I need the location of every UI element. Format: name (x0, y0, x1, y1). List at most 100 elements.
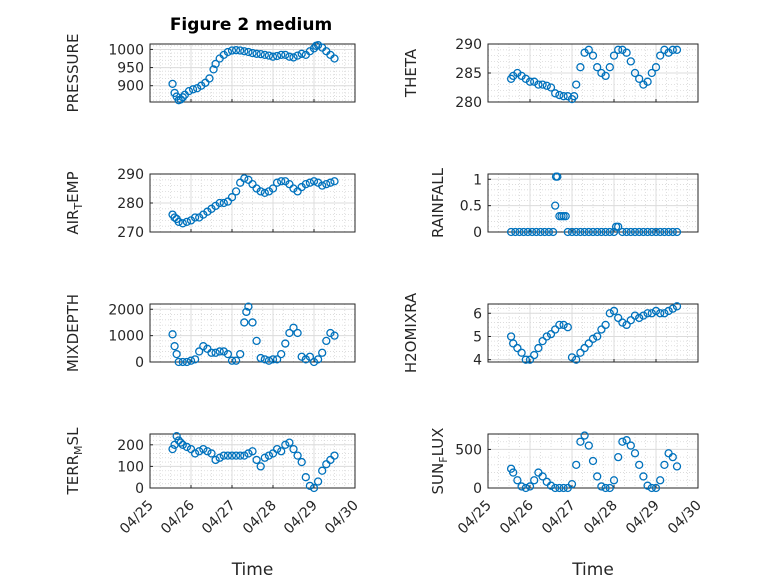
h2omixra-data-point (651, 306, 661, 316)
air_temp-data-point (170, 213, 179, 222)
sun_flux-data-point (605, 483, 614, 493)
rainfall-data-point (601, 227, 610, 237)
terr_msl-data-point (223, 451, 233, 460)
h2omixra-data-point (609, 306, 619, 316)
air_temp-data-point (260, 188, 269, 198)
terr_msl-data-point (182, 442, 192, 452)
sun_flux-data-point (593, 472, 602, 481)
pressure-data-point (227, 46, 237, 55)
rainfall-ytick-label: 1 (473, 172, 482, 188)
terr_msl-data-point (289, 444, 298, 454)
sun_flux-xtick-label: 04/29 (623, 498, 663, 538)
pressure-data-point (209, 65, 218, 74)
theta-data-point (542, 81, 551, 90)
sun_flux-data-point (546, 481, 556, 490)
terr_msl-axes-box (149, 433, 356, 489)
theta-ylabel: THETA (402, 48, 420, 98)
rainfall-data-point (618, 227, 627, 237)
mixdepth-data-point (289, 323, 298, 332)
air_temp-data-point (318, 181, 327, 190)
sun_flux-xtick-label: 04/27 (539, 498, 579, 538)
rainfall-data-point (635, 227, 644, 237)
mixdepth-data-point (170, 342, 179, 351)
mixdepth-data-point (174, 357, 183, 367)
terr_msl-data-point (236, 451, 245, 460)
rainfall-data-point (588, 227, 598, 237)
theta-data-point (651, 63, 661, 72)
sun_flux-data-point (542, 477, 551, 486)
rainfall-axes-box (487, 173, 699, 233)
terr_msl-data-point (252, 455, 261, 465)
sun_flux-data-point (588, 456, 598, 466)
sun_flux-xlabel: Time (571, 560, 614, 580)
mixdepth-data-point (178, 357, 187, 367)
sun_flux-data-point (521, 483, 530, 493)
sun_flux-data-point (609, 476, 619, 485)
rainfall-ytick-label: 0 (473, 225, 482, 241)
h2omixra-data-point (555, 320, 564, 330)
rainfall-data-point (605, 227, 614, 237)
theta-data-point (551, 89, 560, 98)
air_temp-ylabel: AIRTEMP (64, 171, 85, 234)
rainfall-data-point (506, 227, 516, 237)
sun_flux-data-point (534, 468, 543, 477)
h2omixra-data-point (614, 313, 623, 323)
h2omixra-ylabel: H2OMIXRA (402, 292, 420, 373)
sun_flux-data-point (559, 483, 568, 493)
h2omixra-data-point (639, 311, 648, 320)
mixdepth-data-point (309, 357, 319, 367)
mixdepth-data-point (223, 349, 233, 359)
rainfall-data-point (609, 227, 619, 237)
mixdepth-data-point (313, 355, 323, 364)
terr_msl-xtick-label: 04/30 (322, 498, 362, 538)
mixdepth-ytick-label: 2000 (108, 302, 144, 318)
h2omixra-data-point (546, 330, 556, 339)
pressure-ylabel: PRESSURE (64, 34, 82, 113)
h2omixra-data-point (513, 343, 522, 353)
sun_flux-data-point (513, 476, 522, 485)
terr_msl-data-point (176, 438, 185, 447)
rainfall-data-point (668, 227, 677, 237)
terr_msl-data-point (313, 477, 323, 486)
pressure-data-point (256, 50, 265, 59)
h2omixra-data-point (567, 353, 577, 362)
pressure-data-point (281, 50, 290, 60)
air_temp-data-point (268, 184, 278, 193)
rainfall-data-point (548, 227, 558, 237)
theta-data-point (534, 80, 543, 89)
rainfall-data-point (643, 227, 652, 237)
h2omixra-data-point (664, 306, 673, 316)
theta-data-point (588, 51, 598, 60)
terr_msl-data-point (326, 455, 335, 465)
theta-data-point (668, 45, 677, 54)
rainfall-ytick-label: 0.5 (460, 199, 482, 215)
rainfall-data-point (664, 227, 673, 237)
mixdepth-data-point (252, 336, 261, 346)
pressure-axes-box (149, 43, 356, 103)
air_temp-data-point (182, 217, 192, 227)
terr_msl-data-point (190, 449, 200, 458)
mixdepth-ytick-label: 1000 (108, 329, 144, 345)
mixdepth-data-point (268, 355, 278, 364)
mixdepth-axes-box (149, 303, 356, 363)
mixdepth-data-point (330, 331, 339, 340)
air_temp-data-point (178, 219, 187, 228)
mixdepth-data-point (195, 347, 204, 356)
terr_msl-ytick-label: 0 (135, 481, 144, 497)
h2omixra-data-point (525, 355, 535, 364)
h2omixra-data-point (551, 325, 560, 334)
sun_flux-axes: 0 500 04/25 04/26 04/27 04/28 04/29 04/30 SUNFLU… (429, 428, 705, 580)
air_temp-data-point (293, 187, 302, 196)
h2omixra-data-point (597, 325, 606, 334)
rainfall-axes: 0 0.5 1 RAINFALL (429, 167, 699, 241)
theta-data-point (584, 45, 593, 54)
mixdepth-data-point (326, 328, 335, 338)
rainfall-data-point (511, 227, 520, 237)
sun_flux-data-point (651, 483, 661, 493)
h2omixra-data-point (643, 309, 652, 318)
sun_flux-ytick-label: 0 (473, 481, 482, 497)
h2omixra-data-point (563, 323, 572, 332)
pressure-data-point (240, 47, 249, 56)
h2omixra-data-point (593, 332, 602, 341)
sun_flux-data-point (614, 452, 623, 462)
